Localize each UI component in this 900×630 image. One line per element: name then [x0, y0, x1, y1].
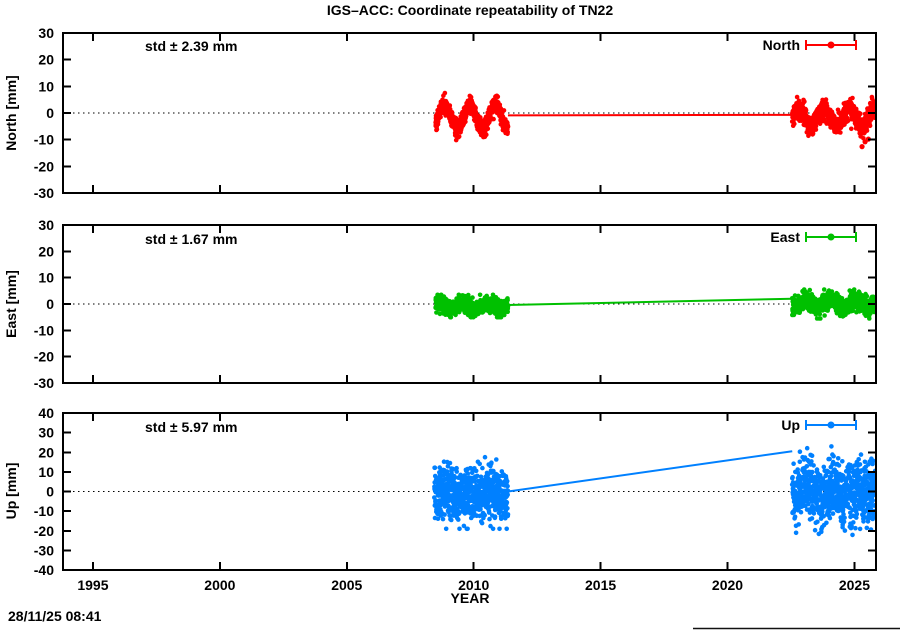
outlier-point [859, 144, 865, 150]
y-tick-label: 20 [38, 243, 54, 259]
plot-render-layer: -30 -20 -10 0 10 20 30 -30 -20 -10 0 10 20 30 -40 -30 -2… [34, 25, 877, 593]
data-series-north [433, 90, 876, 150]
y-axis-label-east: East [mm] [3, 270, 19, 338]
y-tick-label: -20 [34, 349, 54, 365]
data-series-east [433, 287, 876, 321]
y-tick-label: 10 [38, 270, 54, 286]
timestamp: 28/11/25 08:41 [8, 608, 102, 624]
x-tick-label: 2005 [331, 577, 362, 593]
y-tick-label: -30 [34, 375, 54, 391]
gap-line [507, 297, 793, 307]
y-tick-label: 10 [38, 464, 54, 480]
y-tick-label: 40 [38, 405, 54, 421]
std-label-north: std ± 2.39 mm [145, 38, 238, 54]
y-tick-label: 10 [38, 78, 54, 94]
data-series-up [432, 444, 876, 538]
subplot-east: -30 -20 -10 0 10 20 30 [34, 217, 877, 391]
y-tick-label: 30 [38, 25, 54, 41]
legend-label-up: Up [781, 417, 800, 433]
gap-line [507, 450, 793, 493]
y-tick-label: -20 [34, 158, 54, 174]
std-label-east: std ± 1.67 mm [145, 231, 238, 247]
y-tick-label: 20 [38, 444, 54, 460]
x-tick-label: 2010 [458, 577, 489, 593]
legend-errorbar-glyph [805, 420, 857, 430]
std-label-up: std ± 5.97 mm [145, 419, 238, 435]
y-tick-label: -30 [34, 542, 54, 558]
gap-line [507, 113, 793, 117]
y-axis-label-up: Up [mm] [3, 463, 19, 520]
chart-title: IGS–ACC: Coordinate repeatability of TN2… [327, 2, 613, 18]
subplot-north: -30 -20 -10 0 10 20 30 [34, 25, 877, 201]
y-tick-label: 0 [46, 484, 54, 500]
y-tick-label: -10 [34, 503, 54, 519]
y-tick-label: -20 [34, 523, 54, 539]
y-tick-label: -40 [34, 562, 54, 578]
y-tick-label: 30 [38, 217, 54, 233]
y-tick-label: -10 [34, 322, 54, 338]
x-axis-label: YEAR [451, 590, 490, 606]
y-tick-label: -30 [34, 185, 54, 201]
x-tick-label: 2025 [839, 577, 870, 593]
y-tick-label: -10 [34, 132, 54, 148]
subplot-up: -40 -30 -20 -10 0 10 20 30 40 1995 2000 2005 2010 201… [34, 405, 877, 593]
y-axis-label-north: North [mm] [3, 75, 19, 150]
y-tick-label: 30 [38, 425, 54, 441]
x-tick-label: 1995 [77, 577, 108, 593]
legend-errorbar-glyph [805, 40, 857, 50]
y-tick-label: 0 [46, 296, 54, 312]
y-tick-label: 0 [46, 105, 54, 121]
legend-label-east: East [770, 229, 800, 245]
legend-label-north: North [763, 37, 800, 53]
x-tick-label: 2015 [585, 577, 616, 593]
y-tick-label: 20 [38, 52, 54, 68]
x-tick-label: 2000 [204, 577, 235, 593]
x-tick-label: 2020 [712, 577, 743, 593]
legend-errorbar-glyph [805, 232, 857, 242]
